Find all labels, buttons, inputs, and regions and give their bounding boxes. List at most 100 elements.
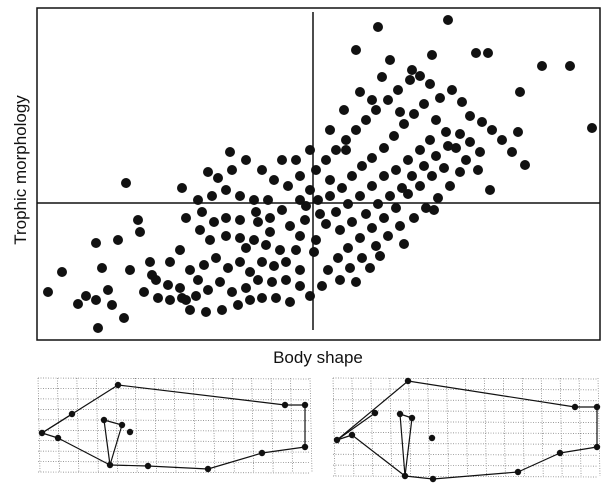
landmark: [68, 410, 76, 418]
grid-line-h: [37, 398, 311, 401]
landmark: [100, 416, 108, 424]
grid-line-v: [521, 377, 525, 477]
point: [91, 238, 101, 248]
point: [175, 283, 185, 293]
point: [433, 193, 443, 203]
landmark-link: [336, 380, 409, 441]
point: [153, 293, 163, 303]
point: [203, 167, 213, 177]
point: [373, 199, 383, 209]
grid-line-v: [427, 377, 430, 477]
landmark-link: [404, 417, 413, 477]
point: [291, 245, 301, 255]
point: [361, 209, 371, 219]
point: [415, 71, 425, 81]
point: [435, 93, 445, 103]
point: [193, 195, 203, 205]
y-axis-label: Trophic morphology: [11, 95, 30, 245]
point: [383, 231, 393, 241]
grid-line-v: [559, 377, 563, 477]
point: [257, 165, 267, 175]
point: [295, 265, 305, 275]
landmark: [571, 403, 579, 411]
point: [465, 137, 475, 147]
landmark-link: [207, 452, 263, 470]
point: [339, 105, 349, 115]
point: [335, 275, 345, 285]
point: [165, 295, 175, 305]
point: [455, 167, 465, 177]
point: [211, 253, 221, 263]
point: [477, 117, 487, 127]
landmark: [429, 475, 437, 483]
point: [407, 171, 417, 181]
point: [403, 155, 413, 165]
point: [139, 287, 149, 297]
point: [311, 165, 321, 175]
point: [497, 135, 507, 145]
landmark: [258, 449, 266, 457]
point: [113, 235, 123, 245]
point: [241, 283, 251, 293]
point: [265, 213, 275, 223]
point: [225, 147, 235, 157]
point: [377, 72, 387, 82]
point: [343, 199, 353, 209]
point: [125, 265, 135, 275]
point: [43, 287, 53, 297]
point: [397, 183, 407, 193]
grid-line-h: [332, 410, 599, 413]
point: [441, 127, 451, 137]
grid-line-h: [332, 377, 599, 380]
point: [235, 215, 245, 225]
point: [241, 155, 251, 165]
landmark-link: [41, 413, 73, 434]
point: [221, 213, 231, 223]
landmark-link: [517, 452, 561, 473]
point: [285, 297, 295, 307]
grid-line-v: [134, 377, 138, 473]
landmark: [301, 443, 309, 451]
point: [351, 277, 361, 287]
grid-line-h: [37, 419, 311, 422]
landmark: [556, 449, 564, 457]
grid-line-v: [115, 377, 119, 473]
point: [245, 267, 255, 277]
point: [321, 155, 331, 165]
point: [195, 225, 205, 235]
landmark: [38, 429, 46, 437]
point: [357, 253, 367, 263]
point: [587, 123, 597, 133]
point: [217, 305, 227, 315]
point: [271, 293, 281, 303]
point: [373, 22, 383, 32]
grid-line-v: [370, 377, 374, 477]
landmark-link: [351, 434, 406, 477]
grid-line-v: [270, 377, 274, 473]
grid-line-v: [465, 377, 468, 477]
point: [385, 191, 395, 201]
point: [341, 135, 351, 145]
grid-line-h: [37, 429, 311, 432]
point: [507, 147, 517, 157]
landmark: [144, 462, 152, 470]
point: [235, 257, 245, 267]
landmark-link: [407, 380, 576, 408]
grid-line-h: [37, 377, 311, 380]
point: [235, 191, 245, 201]
point: [147, 270, 157, 280]
point: [269, 261, 279, 271]
landmark-link: [404, 475, 434, 480]
point: [429, 205, 439, 215]
point: [227, 287, 237, 297]
point: [461, 155, 471, 165]
point: [295, 231, 305, 241]
point: [191, 291, 201, 301]
grid-line-v: [95, 377, 99, 473]
landmark-link: [147, 465, 209, 470]
point: [335, 225, 345, 235]
landmark: [404, 377, 412, 385]
point: [207, 191, 217, 201]
point: [175, 245, 185, 255]
point: [213, 173, 223, 183]
